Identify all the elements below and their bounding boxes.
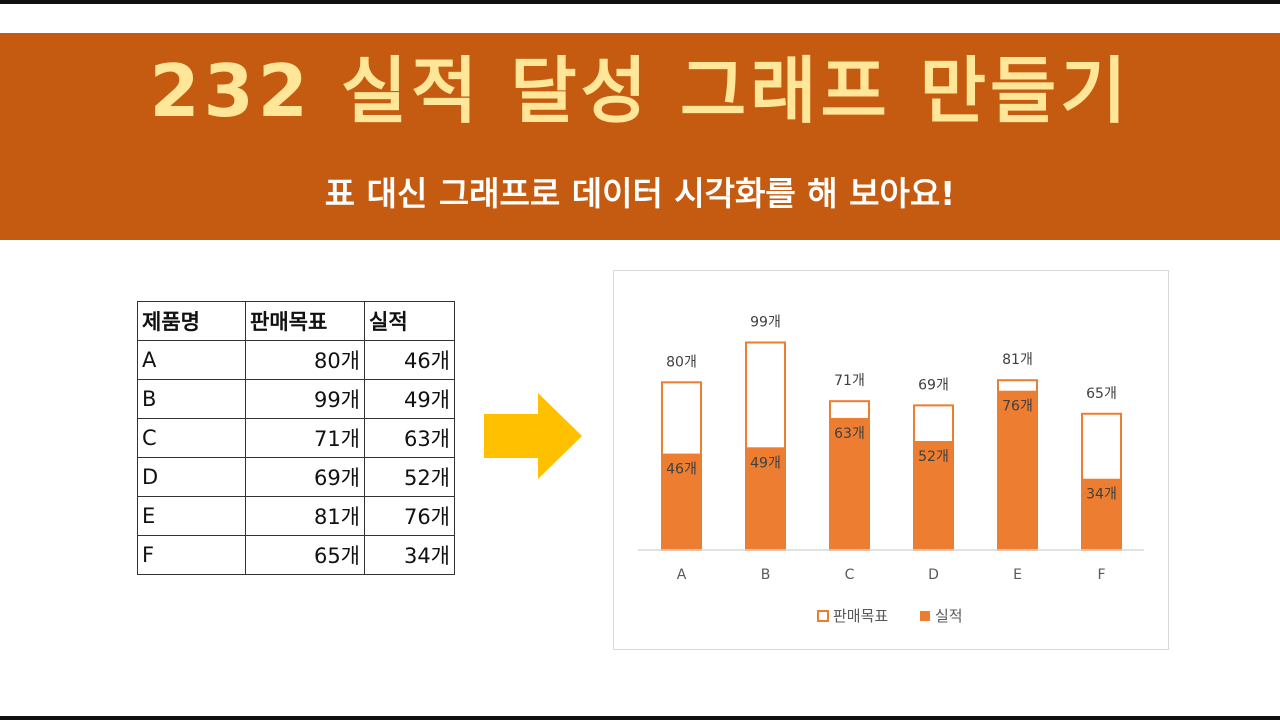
legend-swatch-actual xyxy=(920,611,930,621)
table-row: E 81개 76개 xyxy=(137,496,455,536)
target-data-label: 80개 xyxy=(666,354,697,370)
table-row: A 80개 46개 xyxy=(137,340,455,380)
legend-label-actual: 실적 xyxy=(935,607,963,625)
legend-swatch-target xyxy=(817,610,829,622)
cell-actual: 49개 xyxy=(364,379,455,419)
cell-product: F xyxy=(137,535,246,575)
actual-bar xyxy=(746,447,785,550)
category-tick-label: E xyxy=(1013,567,1022,583)
target-data-label: 69개 xyxy=(918,377,949,393)
table-row: F 65개 34개 xyxy=(137,535,455,575)
actual-data-label: 52개 xyxy=(918,449,949,465)
actual-bar xyxy=(662,453,701,550)
cell-actual: 76개 xyxy=(364,496,455,536)
actual-bar xyxy=(914,441,953,550)
table-row: C 71개 63개 xyxy=(137,418,455,458)
table-row: D 69개 52개 xyxy=(137,457,455,497)
page-subtitle: 표 대신 그래프로 데이터 시각화를 해 보아요! xyxy=(324,174,956,213)
category-tick-label: D xyxy=(928,567,939,583)
bar-chart: 80개 46개 A 99개 49개 B 71개 63개 C 69개 52개 D 81개 76개 E 65개 34… xyxy=(638,314,1144,625)
cell-product: A xyxy=(137,340,246,380)
right-arrow-icon xyxy=(484,393,582,479)
actual-bar xyxy=(1082,478,1121,550)
chart-area: 80개 46개 A 99개 49개 B 71개 63개 C 69개 52개 D 81개 76개 E 65개 34… xyxy=(613,270,1169,650)
cell-target: 69개 xyxy=(245,457,365,497)
actual-data-label: 76개 xyxy=(1002,399,1033,415)
cell-actual: 63개 xyxy=(364,418,455,458)
cell-product: D xyxy=(137,457,246,497)
target-data-label: 71개 xyxy=(834,373,865,389)
category-tick-label: A xyxy=(677,567,687,583)
actual-data-label: 63개 xyxy=(834,426,865,442)
cell-product: C xyxy=(137,418,246,458)
cell-product: B xyxy=(137,379,246,419)
cell-target: 71개 xyxy=(245,418,365,458)
cell-product: E xyxy=(137,496,246,536)
actual-data-label: 34개 xyxy=(1086,487,1117,503)
page-title: 232 실적 달성 그래프 만들기 xyxy=(149,49,1131,133)
cell-target: 65개 xyxy=(245,535,365,575)
title-banner xyxy=(0,33,1280,240)
target-data-label: 99개 xyxy=(750,314,781,330)
category-tick-label: C xyxy=(845,567,855,583)
column-header-actual: 실적 xyxy=(364,301,455,341)
table-row: B 99개 49개 xyxy=(137,379,455,419)
cell-actual: 52개 xyxy=(364,457,455,497)
actual-data-label: 49개 xyxy=(750,455,781,471)
cell-actual: 34개 xyxy=(364,535,455,575)
target-data-label: 81개 xyxy=(1002,352,1033,368)
legend-label-target: 판매목표 xyxy=(833,607,888,625)
actual-bar xyxy=(998,390,1037,550)
category-tick-label: F xyxy=(1097,567,1105,583)
actual-bar xyxy=(830,417,869,550)
cell-target: 81개 xyxy=(245,496,365,536)
table-header-row: 제품명 판매목표 실적 xyxy=(137,301,455,341)
bottom-border xyxy=(0,716,1280,720)
cell-target: 99개 xyxy=(245,379,365,419)
category-tick-label: B xyxy=(761,567,771,583)
data-table: 제품명 판매목표 실적 A 80개 46개 B 99개 49개 C 71개 63… xyxy=(137,301,455,575)
top-border xyxy=(0,0,1280,4)
column-header-product: 제품명 xyxy=(137,301,246,341)
target-data-label: 65개 xyxy=(1086,386,1117,402)
actual-data-label: 46개 xyxy=(666,462,697,478)
cell-target: 80개 xyxy=(245,340,365,380)
column-header-target: 판매목표 xyxy=(245,301,365,341)
cell-actual: 46개 xyxy=(364,340,455,380)
